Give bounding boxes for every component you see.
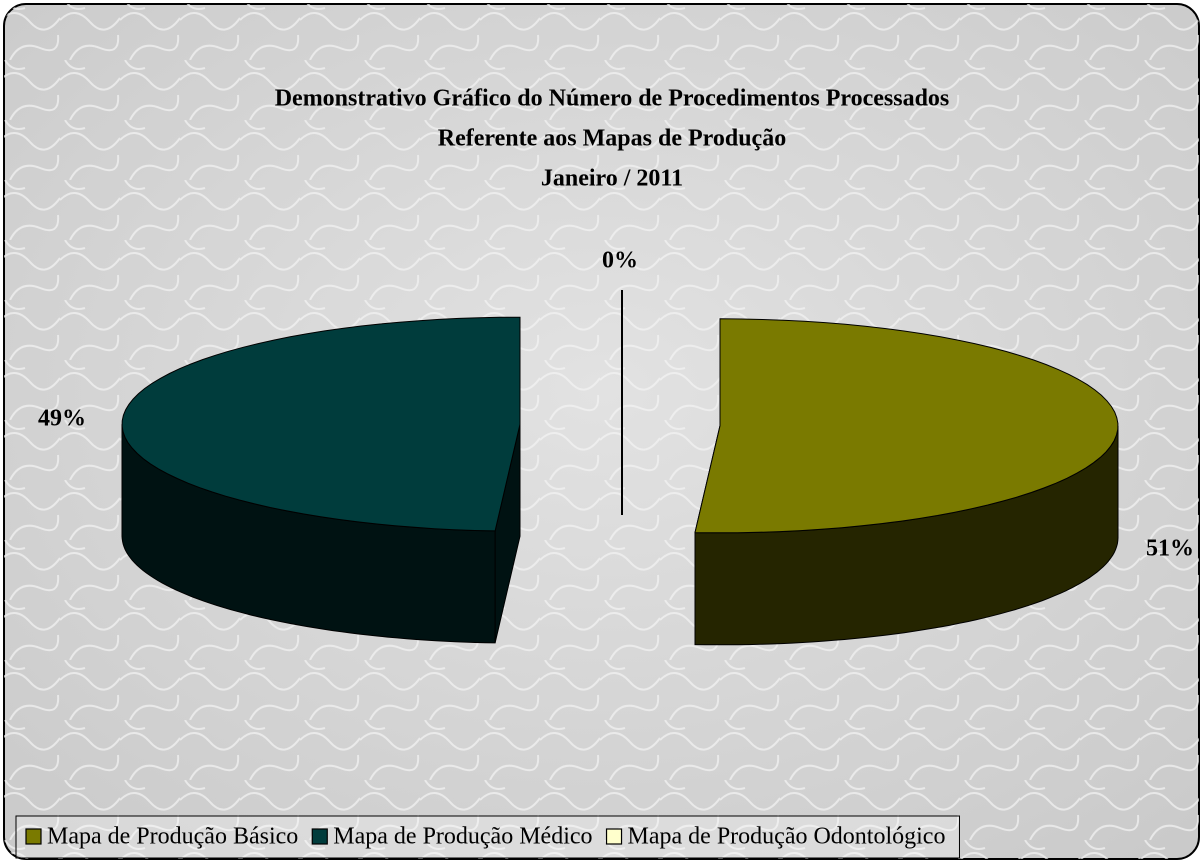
chart-title: Janeiro / 2011 (541, 166, 683, 192)
legend-label: Mapa de Produção Odontológico (628, 824, 946, 850)
data-label: 0% (602, 248, 638, 274)
chart-title: Demonstrativo Gráfico do Número de Proce… (275, 86, 950, 112)
pie-slice-group (694, 318, 1119, 646)
slice-top (121, 316, 521, 532)
texture (4, 4, 1199, 859)
legend-swatch (25, 828, 42, 845)
chart-title: Referente aos Mapas de Produção (438, 126, 786, 152)
legend-label: Mapa de Produção Médico (333, 824, 592, 850)
data-label: 49% (38, 406, 86, 432)
legend-swatch (605, 828, 623, 845)
legend-label: Mapa de Produção Básico (47, 824, 298, 850)
legend (15, 815, 960, 859)
pie-slice-group (121, 316, 521, 644)
legend-swatch (311, 828, 328, 845)
data-label: 51% (1146, 536, 1194, 562)
slice-top (694, 318, 1119, 534)
